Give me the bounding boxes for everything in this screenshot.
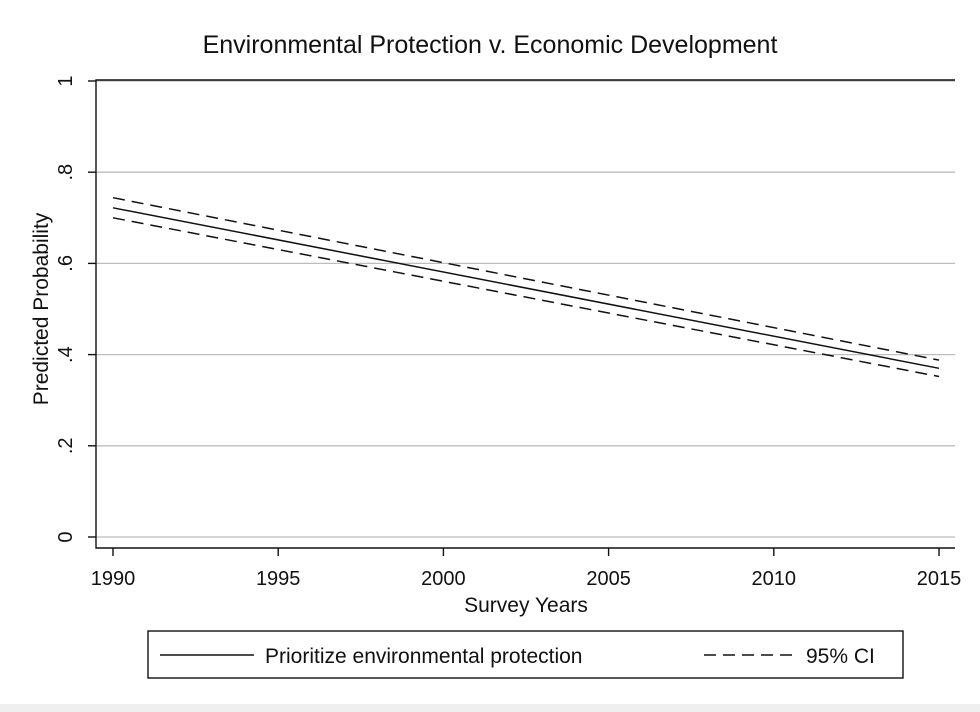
x-tick-label-3: 2005 xyxy=(586,568,631,590)
legend: Prioritize environmental protection 95% … xyxy=(147,630,904,679)
series-lines xyxy=(112,196,940,378)
series-line-ci-lower xyxy=(112,217,940,378)
bottom-strip xyxy=(0,704,980,712)
x-axis-label: Survey Years xyxy=(464,594,588,617)
series-line-ci-upper xyxy=(112,196,940,361)
y-tick-label-5: 1 xyxy=(55,75,77,86)
y-tick-label-4: .8 xyxy=(55,164,77,181)
chart-title: Environmental Protection v. Economic Dev… xyxy=(203,31,778,59)
legend-label-ci: 95% CI xyxy=(806,645,875,668)
legend-label-prediction: Prioritize environmental protection xyxy=(265,645,582,668)
x-tick-label-5: 2015 xyxy=(917,568,962,590)
plot-frame xyxy=(95,79,955,549)
x-tick-label-1: 1995 xyxy=(256,568,301,590)
x-tick-label-4: 2010 xyxy=(752,568,797,590)
series-line-prediction xyxy=(112,207,940,370)
grid-lines xyxy=(96,80,955,538)
y-tick-label-0: 0 xyxy=(55,531,77,542)
x-tick-label-0: 1990 xyxy=(91,568,136,590)
x-tick-label-2: 2000 xyxy=(421,568,466,590)
legend-box xyxy=(147,630,904,679)
y-tick-label-1: .2 xyxy=(55,437,77,454)
y-tick-label-2: .4 xyxy=(55,346,77,363)
axes: 0 .2 .4 .6 .8 1 1990 1995 2000 2005 2010 2015 xyxy=(55,75,961,590)
y-tick-label-3: .6 xyxy=(55,255,77,272)
y-axis-label: Predicted Probability xyxy=(30,212,53,405)
